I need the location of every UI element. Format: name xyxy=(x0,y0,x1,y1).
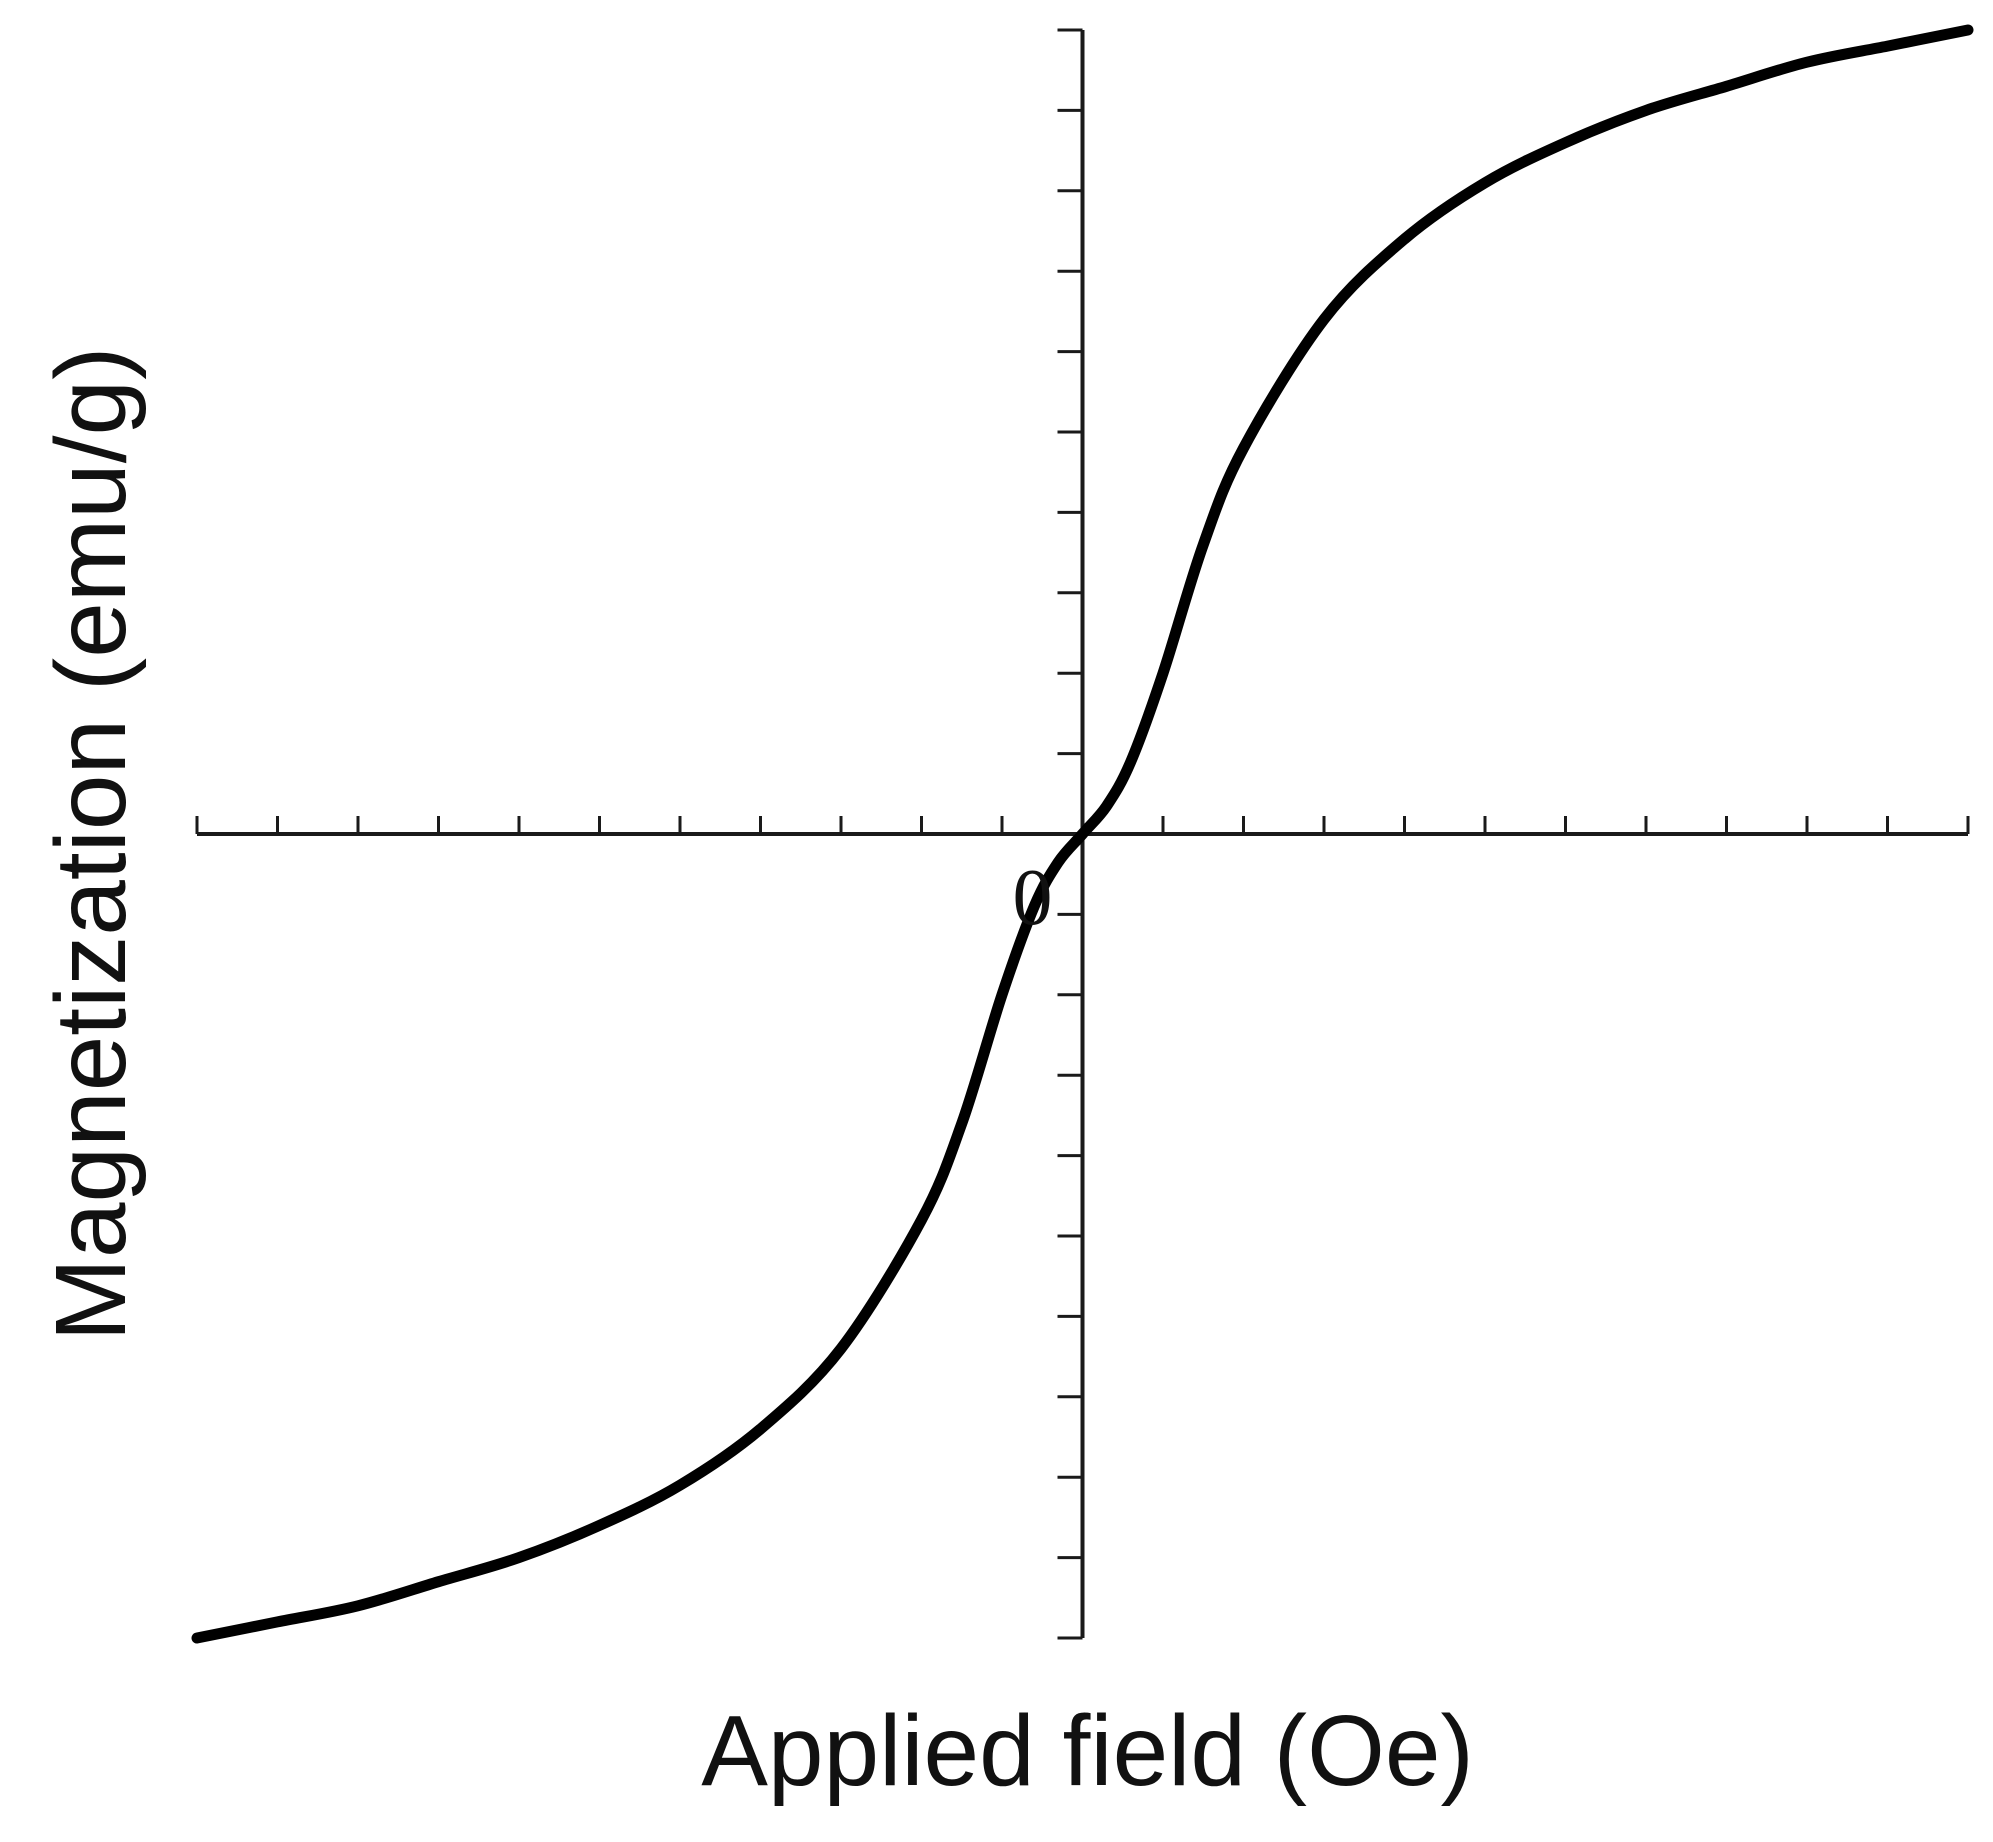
origin-tick-label: 0 xyxy=(1013,854,1053,942)
magnetization-curve xyxy=(191,24,1974,1644)
y-axis-title: Magnetization (emu/g) xyxy=(35,347,147,1342)
x-axis-title: Applied field (Oe) xyxy=(701,1695,1474,1807)
